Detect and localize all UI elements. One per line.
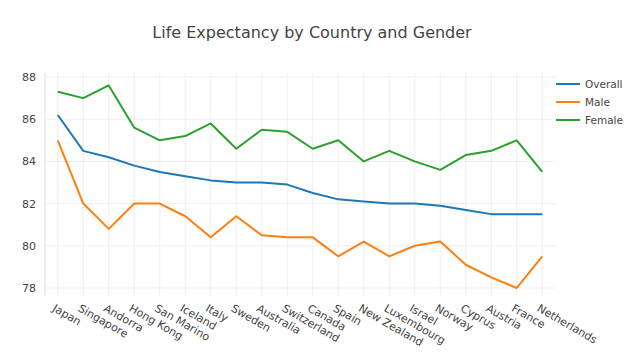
y-tick-label: 88 [22, 71, 36, 84]
x-tick-label: Netherlands [535, 302, 600, 347]
x-tick-label: Japan [49, 301, 83, 328]
x-grid-line [491, 73, 492, 297]
y-tick-label: 80 [22, 240, 36, 253]
y-grid-line [45, 287, 555, 288]
x-grid-line [108, 73, 109, 297]
x-grid-line [516, 73, 517, 297]
x-grid-line [210, 73, 211, 297]
x-grid-line [134, 73, 135, 297]
x-grid-line [159, 73, 160, 297]
x-grid-line [389, 73, 390, 297]
x-grid-line [57, 73, 58, 297]
legend-label: Male [585, 96, 610, 108]
series-lines [58, 85, 543, 288]
title: Life Expectancy by Country and Gender [152, 23, 472, 42]
series-line [58, 140, 543, 288]
y-tick-label: 82 [22, 198, 36, 211]
y-grid-line [45, 119, 555, 120]
x-grid-line [363, 73, 364, 297]
x-grid-line [414, 73, 415, 297]
series-line [58, 85, 543, 171]
y-grid-line [45, 203, 555, 204]
legend-label: Overall [585, 78, 623, 90]
x-grid-line [542, 73, 543, 297]
y-tick-label: 84 [22, 155, 36, 168]
legend-swatch [556, 101, 580, 103]
y-tick-label: 86 [22, 113, 36, 126]
y-grid-line [45, 77, 555, 78]
grid [45, 73, 555, 297]
x-tick-label: Israel [407, 302, 440, 328]
x-grid-line [185, 73, 186, 297]
legend-label: Female [585, 114, 623, 126]
x-grid-line [261, 73, 262, 297]
series-line [58, 115, 543, 214]
y-tick-label: 78 [22, 282, 36, 295]
y-axis-line [45, 73, 46, 297]
y-grid-line [45, 245, 555, 246]
legend-swatch [556, 119, 580, 121]
x-grid-line [440, 73, 441, 297]
x-grid-line [83, 73, 84, 297]
x-tick-label: Italy [203, 302, 231, 325]
chart: Life Expectancy by Country and Gender 78 8… [0, 0, 624, 358]
legend: Overall Male Female [556, 78, 623, 126]
x-grid-line [312, 73, 313, 297]
x-grid-line [465, 73, 466, 297]
x-grid-line [338, 73, 339, 297]
x-tick-label: Spain [331, 302, 364, 329]
x-grid-line [236, 73, 237, 297]
legend-swatch [556, 83, 580, 85]
